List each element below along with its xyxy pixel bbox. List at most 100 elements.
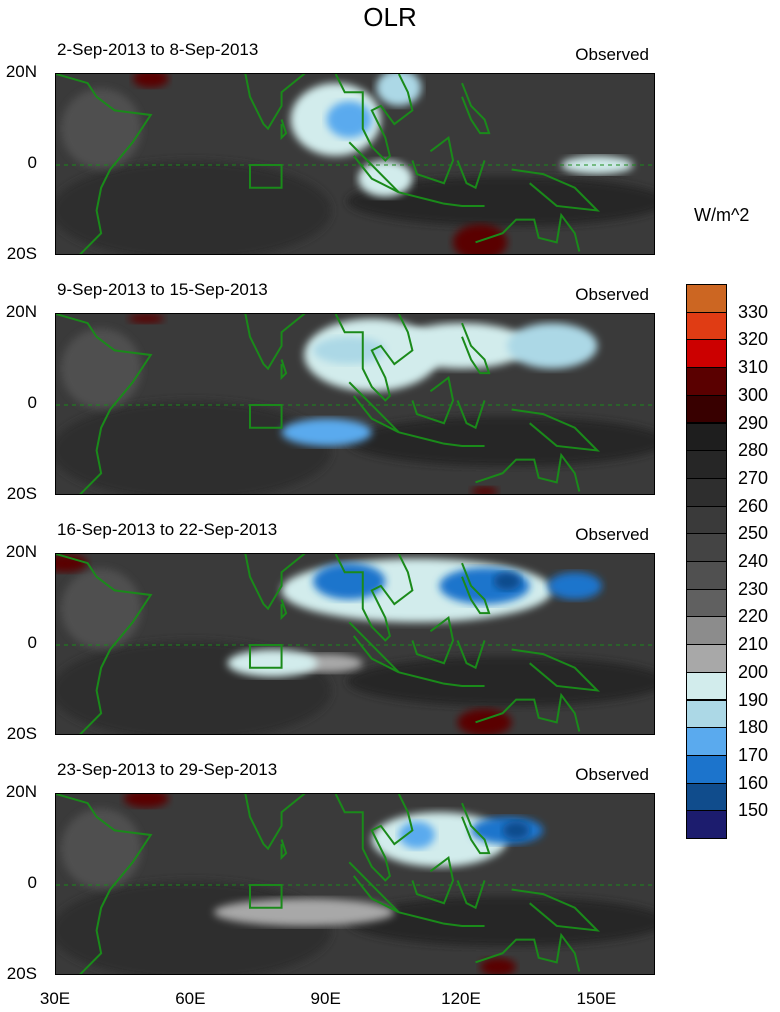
colorbar-box [686, 533, 727, 562]
colorbar-label: 240 [738, 551, 769, 571]
colorbar-box [686, 616, 727, 646]
colorbar-box [686, 367, 727, 396]
colorbar-label: 260 [738, 495, 769, 516]
colorbar-box [686, 699, 727, 729]
colorbar-label: 270 [738, 467, 769, 488]
olr-region [561, 155, 634, 175]
coastline [243, 794, 306, 851]
lat-tick-label: 20N [5, 302, 37, 321]
colorbar-box [686, 561, 727, 590]
coastline [334, 554, 414, 642]
colorbar-box [686, 450, 727, 479]
olr-region [394, 323, 530, 369]
coastline [456, 160, 486, 190]
colorbar-label: 280 [738, 440, 769, 461]
colorbar-box [686, 394, 727, 424]
colorbar-label: 310 [738, 357, 769, 378]
colorbar-label: 290 [738, 412, 769, 433]
lon-tick-label: 60E [175, 989, 206, 1008]
coastline [56, 314, 153, 494]
coastline [348, 621, 400, 674]
colorbar-label: 180 [738, 717, 769, 738]
lat-tick-label: 20S [6, 244, 37, 263]
lon-tick-label: 150E [576, 989, 617, 1008]
colorbar-box [686, 671, 727, 701]
coastline [456, 640, 486, 670]
coastline [411, 375, 455, 425]
colorbar-label: 160 [738, 772, 769, 793]
panel-label: Observed [575, 45, 649, 64]
colorbar-box [686, 422, 727, 452]
coastline [456, 880, 486, 910]
coastline [334, 74, 414, 162]
colorbar-box [686, 782, 727, 812]
coastline [56, 794, 153, 974]
olr-region [507, 323, 598, 369]
lat-tick-label: 0 [27, 153, 37, 172]
coastline [461, 82, 491, 135]
coastline [411, 615, 455, 665]
coastline [411, 855, 455, 905]
coastline [348, 381, 400, 434]
colorbar-box [686, 311, 727, 341]
lat-tick-label: 0 [27, 873, 37, 892]
panel-label: Observed [575, 765, 649, 784]
colorbar-label: 150 [738, 800, 769, 821]
coastline [243, 314, 306, 371]
colorbar-units: W/m^2 [694, 205, 750, 225]
lat-tick-label: 20S [6, 724, 37, 743]
colorbar-box [686, 477, 727, 507]
coastline [398, 671, 485, 687]
panel-title: 2-Sep-2013 to 8-Sep-2013 [57, 40, 259, 59]
colorbar-box [686, 810, 727, 839]
coastline [398, 911, 485, 927]
colorbar-label: 250 [738, 523, 769, 544]
lat-tick-label: 20N [5, 782, 37, 801]
coastline [456, 400, 486, 430]
lat-tick-label: 0 [27, 393, 37, 412]
olr-region [227, 649, 318, 677]
lon-tick-label: 30E [39, 989, 71, 1008]
region-box [248, 404, 283, 429]
olr-region [128, 314, 165, 324]
colorbar-label: 190 [738, 689, 769, 710]
map-panel [55, 553, 655, 735]
lat-tick-label: 20N [5, 542, 37, 561]
colorbar-box [686, 339, 727, 369]
region-box [248, 644, 283, 669]
panel-title: 9-Sep-2013 to 15-Sep-2013 [57, 280, 268, 299]
lat-tick-label: 0 [27, 633, 37, 652]
panel-title: 23-Sep-2013 to 29-Sep-2013 [57, 760, 278, 779]
colorbar-box [686, 727, 727, 756]
coastline [56, 74, 153, 254]
colorbar-label: 300 [738, 384, 769, 405]
olr-region [123, 794, 169, 808]
olr-region [502, 821, 530, 840]
coastline [475, 452, 581, 492]
coastline [334, 314, 414, 402]
coastline [511, 408, 601, 452]
colorbar-box [686, 644, 727, 673]
olr-region [326, 101, 372, 138]
colorbar-box [686, 505, 727, 535]
lon-tick-label: 90E [310, 989, 341, 1008]
olr-region [313, 336, 386, 365]
olr-region [471, 486, 499, 494]
coastline [398, 191, 485, 207]
colorbar-label: 220 [738, 606, 769, 627]
coastline [475, 692, 581, 732]
coastline [511, 888, 601, 932]
olr-region [547, 572, 602, 600]
coastline [280, 119, 288, 141]
olr-region [313, 563, 386, 600]
coastline [56, 554, 153, 734]
colorbar-label: 210 [738, 634, 769, 655]
olr-region [493, 572, 521, 591]
lat-tick-label: 20S [6, 964, 37, 983]
coastline [280, 359, 288, 381]
region-box [248, 884, 283, 909]
colorbar-box [686, 754, 727, 784]
map-panel [55, 793, 655, 975]
colorbar-label: 330 [738, 301, 769, 322]
coastline [475, 932, 581, 972]
